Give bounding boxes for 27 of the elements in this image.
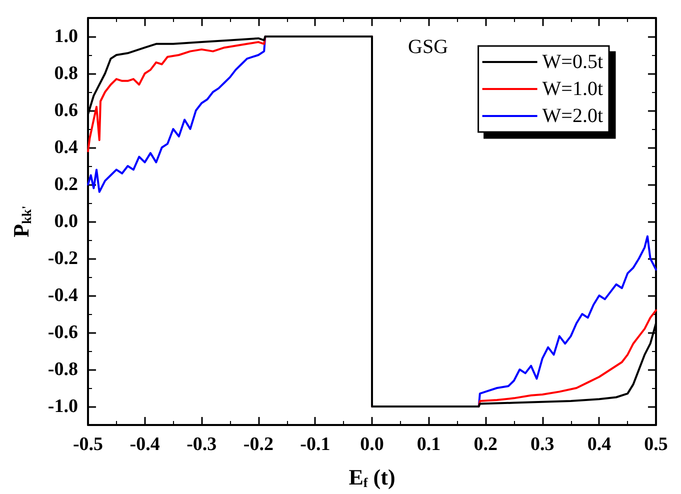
x-tick-label: 0.4 (587, 434, 612, 455)
y-tick-label: 1.0 (54, 26, 78, 47)
annotation: GSG (408, 36, 448, 58)
y-tick-label: -1.0 (48, 396, 78, 417)
y-tick-label: -0.8 (48, 359, 78, 380)
x-tick-label: -0.4 (130, 434, 160, 455)
x-tick-label: -0.5 (72, 434, 104, 455)
y-tick-label: -0.2 (48, 248, 78, 269)
x-tick-label: 0.2 (474, 434, 498, 455)
legend-label: W=1.0t (542, 78, 604, 100)
legend-label: W=0.5t (542, 51, 604, 73)
y-tick-label: 0.8 (54, 63, 78, 84)
x-tick-label: 0.1 (416, 434, 441, 455)
legend-label: W=2.0t (542, 105, 604, 127)
y-tick-label: 0.4 (54, 137, 78, 158)
x-tick-label: 0.5 (644, 434, 668, 455)
x-tick-label: 0.3 (530, 434, 554, 455)
y-axis-title: Pkk' (8, 206, 34, 238)
y-tick-label: -0.4 (48, 285, 78, 306)
y-tick-label: 0.2 (54, 174, 78, 195)
y-tick-label: 0.6 (54, 100, 78, 121)
x-tick-label: 0.0 (360, 434, 384, 455)
x-tick-label: -0.2 (243, 434, 274, 455)
y-tick-label: -0.6 (48, 322, 78, 343)
y-tick-label: 0.0 (54, 211, 78, 232)
x-tick-label: -0.1 (300, 434, 330, 455)
x-tick-label: -0.3 (186, 434, 217, 455)
